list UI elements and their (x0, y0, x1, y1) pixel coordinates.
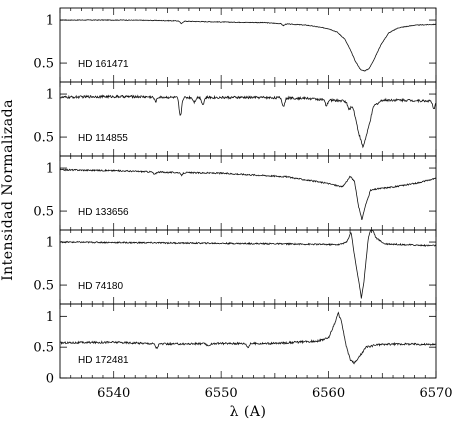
panel-frame (59, 155, 437, 231)
spectrum-line (59, 94, 437, 149)
y-tick-label: 1 (46, 88, 54, 103)
y-tick-label: 1 (46, 162, 54, 177)
spectrum-panel: 0.5 1 HD 133656 (33, 155, 437, 231)
y-tick-label: 0.5 (33, 341, 54, 356)
panel-frame (59, 303, 437, 379)
x-tick-label: 6560 (312, 386, 345, 401)
x-tick-label: 6540 (97, 386, 130, 401)
spectrum-line (59, 230, 437, 299)
star-label: HD 133656 (78, 207, 129, 218)
y-tick-label: 0.5 (33, 205, 54, 220)
y-tick-label: 0.5 (33, 279, 54, 294)
y-tick-label: 1 (46, 236, 54, 251)
x-axis-label: λ (A) (230, 404, 267, 420)
star-label: HD 172481 (78, 355, 129, 366)
spectrum-panel: 0.5 1 HD 114855 (33, 81, 437, 157)
panel-frame (59, 7, 437, 83)
y-tick-label: 0 (46, 372, 54, 387)
star-label: HD 114855 (78, 133, 128, 144)
y-tick-label: 0.5 (33, 57, 54, 72)
x-tick-label: 6550 (205, 386, 238, 401)
panel-frame (59, 229, 437, 305)
x-axis: 6540 6550 6560 6570 (97, 386, 452, 401)
spectrum-panel: 0 0.5 1 HD 172481 (33, 303, 437, 387)
star-label: HD 161471 (78, 59, 129, 70)
x-tick-label: 6570 (419, 386, 452, 401)
spectrum-line (59, 311, 437, 365)
panel-frame (59, 81, 437, 157)
spectrum-line (59, 19, 437, 72)
y-tick-label: 1 (46, 14, 54, 29)
star-label: HD 74180 (78, 281, 123, 292)
spectrum-line (59, 168, 437, 221)
y-axis-label: Intensidad Normalizada (0, 99, 16, 281)
y-tick-label: 0.5 (33, 131, 54, 146)
y-tick-label: 1 (46, 310, 54, 325)
spectrum-panel: 0.5 1 HD 161471 (33, 7, 437, 83)
spectrum-panel: 0.5 1 HD 74180 (33, 229, 437, 305)
